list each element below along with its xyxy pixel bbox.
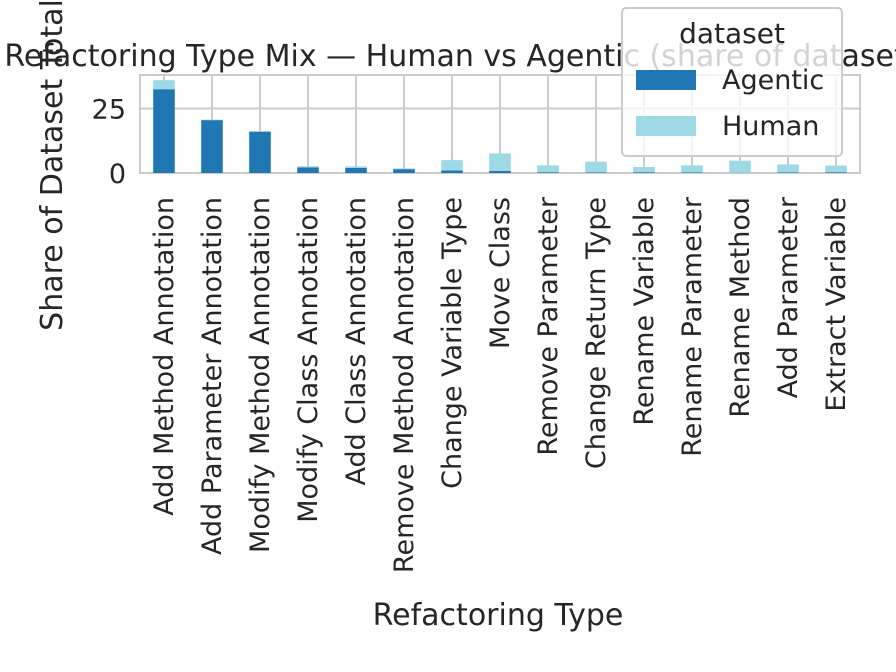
bar-human-4 bbox=[345, 166, 367, 168]
y-tick-label: 25 bbox=[92, 95, 126, 126]
x-tick-label: Change Return Type bbox=[581, 197, 612, 469]
x-tick-label: Add Method Annotation bbox=[149, 197, 180, 516]
bar-agentic-13 bbox=[777, 172, 799, 173]
x-axis-label: Refactoring Type bbox=[373, 598, 624, 633]
y-tick-label: 0 bbox=[109, 159, 126, 190]
bar-agentic-3 bbox=[297, 167, 319, 173]
x-tick-label: Move Class bbox=[485, 197, 516, 349]
bar-agentic-9 bbox=[585, 172, 607, 173]
bar-agentic-14 bbox=[825, 172, 847, 173]
bar-agentic-1 bbox=[201, 120, 223, 173]
bar-human-13 bbox=[777, 164, 799, 173]
x-tick-label: Rename Variable bbox=[629, 197, 660, 426]
x-tick-label: Modify Method Annotation bbox=[245, 197, 276, 553]
legend-label-agentic: Agentic bbox=[722, 65, 824, 96]
bar-human-5 bbox=[393, 168, 415, 170]
bar-human-9 bbox=[585, 161, 607, 173]
x-tick-label: Extract Variable bbox=[821, 197, 852, 412]
bar-human-1 bbox=[201, 119, 223, 121]
y-axis-label: Share of Dataset Total bbox=[35, 0, 70, 331]
x-tick-labels: Add Method Annotation Add Parameter Annot… bbox=[149, 196, 852, 573]
legend-swatch-agentic bbox=[636, 70, 696, 90]
bar-human-2 bbox=[249, 130, 271, 132]
bar-human-6 bbox=[441, 160, 463, 171]
x-tick-label: Remove Parameter bbox=[533, 196, 564, 456]
x-tick-label: Add Class Annotation bbox=[341, 197, 372, 486]
bar-human-14 bbox=[825, 165, 847, 173]
bar-agentic-7 bbox=[489, 170, 511, 173]
bar-human-10 bbox=[633, 167, 655, 173]
legend-label-human: Human bbox=[722, 111, 819, 142]
bar-human-7 bbox=[489, 153, 511, 171]
bars bbox=[153, 80, 847, 173]
y-tick-labels: 0 25 bbox=[92, 95, 126, 190]
bar-agentic-4 bbox=[345, 167, 367, 173]
bar-agentic-8 bbox=[537, 172, 559, 173]
legend-swatch-human bbox=[636, 116, 696, 136]
legend: dataset Agentic Human bbox=[621, 7, 843, 157]
bar-agentic-2 bbox=[249, 131, 271, 173]
bar-agentic-6 bbox=[441, 170, 463, 173]
bar-human-12 bbox=[729, 160, 751, 173]
bar-agentic-10 bbox=[633, 172, 655, 173]
x-tick-label: Modify Class Annotation bbox=[293, 197, 324, 523]
legend-title: dataset bbox=[679, 17, 785, 50]
bar-human-0 bbox=[153, 80, 175, 90]
x-tick-label: Add Parameter bbox=[773, 196, 804, 398]
x-tick-label: Rename Method bbox=[725, 197, 756, 418]
x-tick-label: Add Parameter Annotation bbox=[197, 197, 228, 555]
legend-items: Agentic Human bbox=[636, 65, 824, 142]
bar-human-11 bbox=[681, 165, 703, 173]
x-tick-label: Rename Parameter bbox=[677, 196, 708, 457]
bar-human-8 bbox=[537, 165, 559, 173]
bar-agentic-5 bbox=[393, 169, 415, 173]
x-tick-label: Remove Method Annotation bbox=[389, 197, 420, 573]
bar-agentic-11 bbox=[681, 172, 703, 173]
bar-agentic-0 bbox=[153, 89, 175, 173]
x-tick-label: Change Variable Type bbox=[437, 197, 468, 489]
bar-human-3 bbox=[297, 166, 319, 168]
